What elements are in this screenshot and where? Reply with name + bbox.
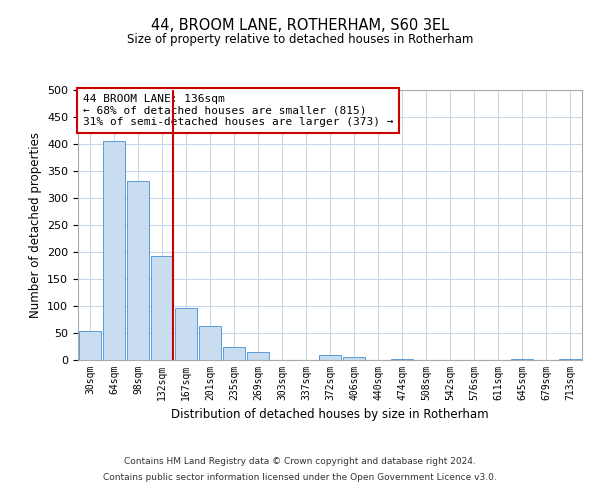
Bar xyxy=(199,326,221,360)
Text: Contains HM Land Registry data © Crown copyright and database right 2024.: Contains HM Land Registry data © Crown c… xyxy=(124,458,476,466)
Bar xyxy=(223,346,245,360)
Text: Contains public sector information licensed under the Open Government Licence v3: Contains public sector information licen… xyxy=(103,472,497,482)
X-axis label: Distribution of detached houses by size in Rotherham: Distribution of detached houses by size … xyxy=(171,408,489,422)
Bar xyxy=(391,359,413,360)
Bar xyxy=(247,352,269,360)
Bar xyxy=(343,358,365,360)
Text: 44, BROOM LANE, ROTHERHAM, S60 3EL: 44, BROOM LANE, ROTHERHAM, S60 3EL xyxy=(151,18,449,32)
Bar xyxy=(127,180,149,360)
Bar xyxy=(79,332,101,360)
Bar xyxy=(319,354,341,360)
Bar xyxy=(103,142,125,360)
Bar xyxy=(511,359,533,360)
Bar xyxy=(151,256,173,360)
Y-axis label: Number of detached properties: Number of detached properties xyxy=(29,132,41,318)
Text: 44 BROOM LANE: 136sqm
← 68% of detached houses are smaller (815)
31% of semi-det: 44 BROOM LANE: 136sqm ← 68% of detached … xyxy=(83,94,394,127)
Text: Size of property relative to detached houses in Rotherham: Size of property relative to detached ho… xyxy=(127,32,473,46)
Bar xyxy=(175,308,197,360)
Bar xyxy=(559,359,581,360)
